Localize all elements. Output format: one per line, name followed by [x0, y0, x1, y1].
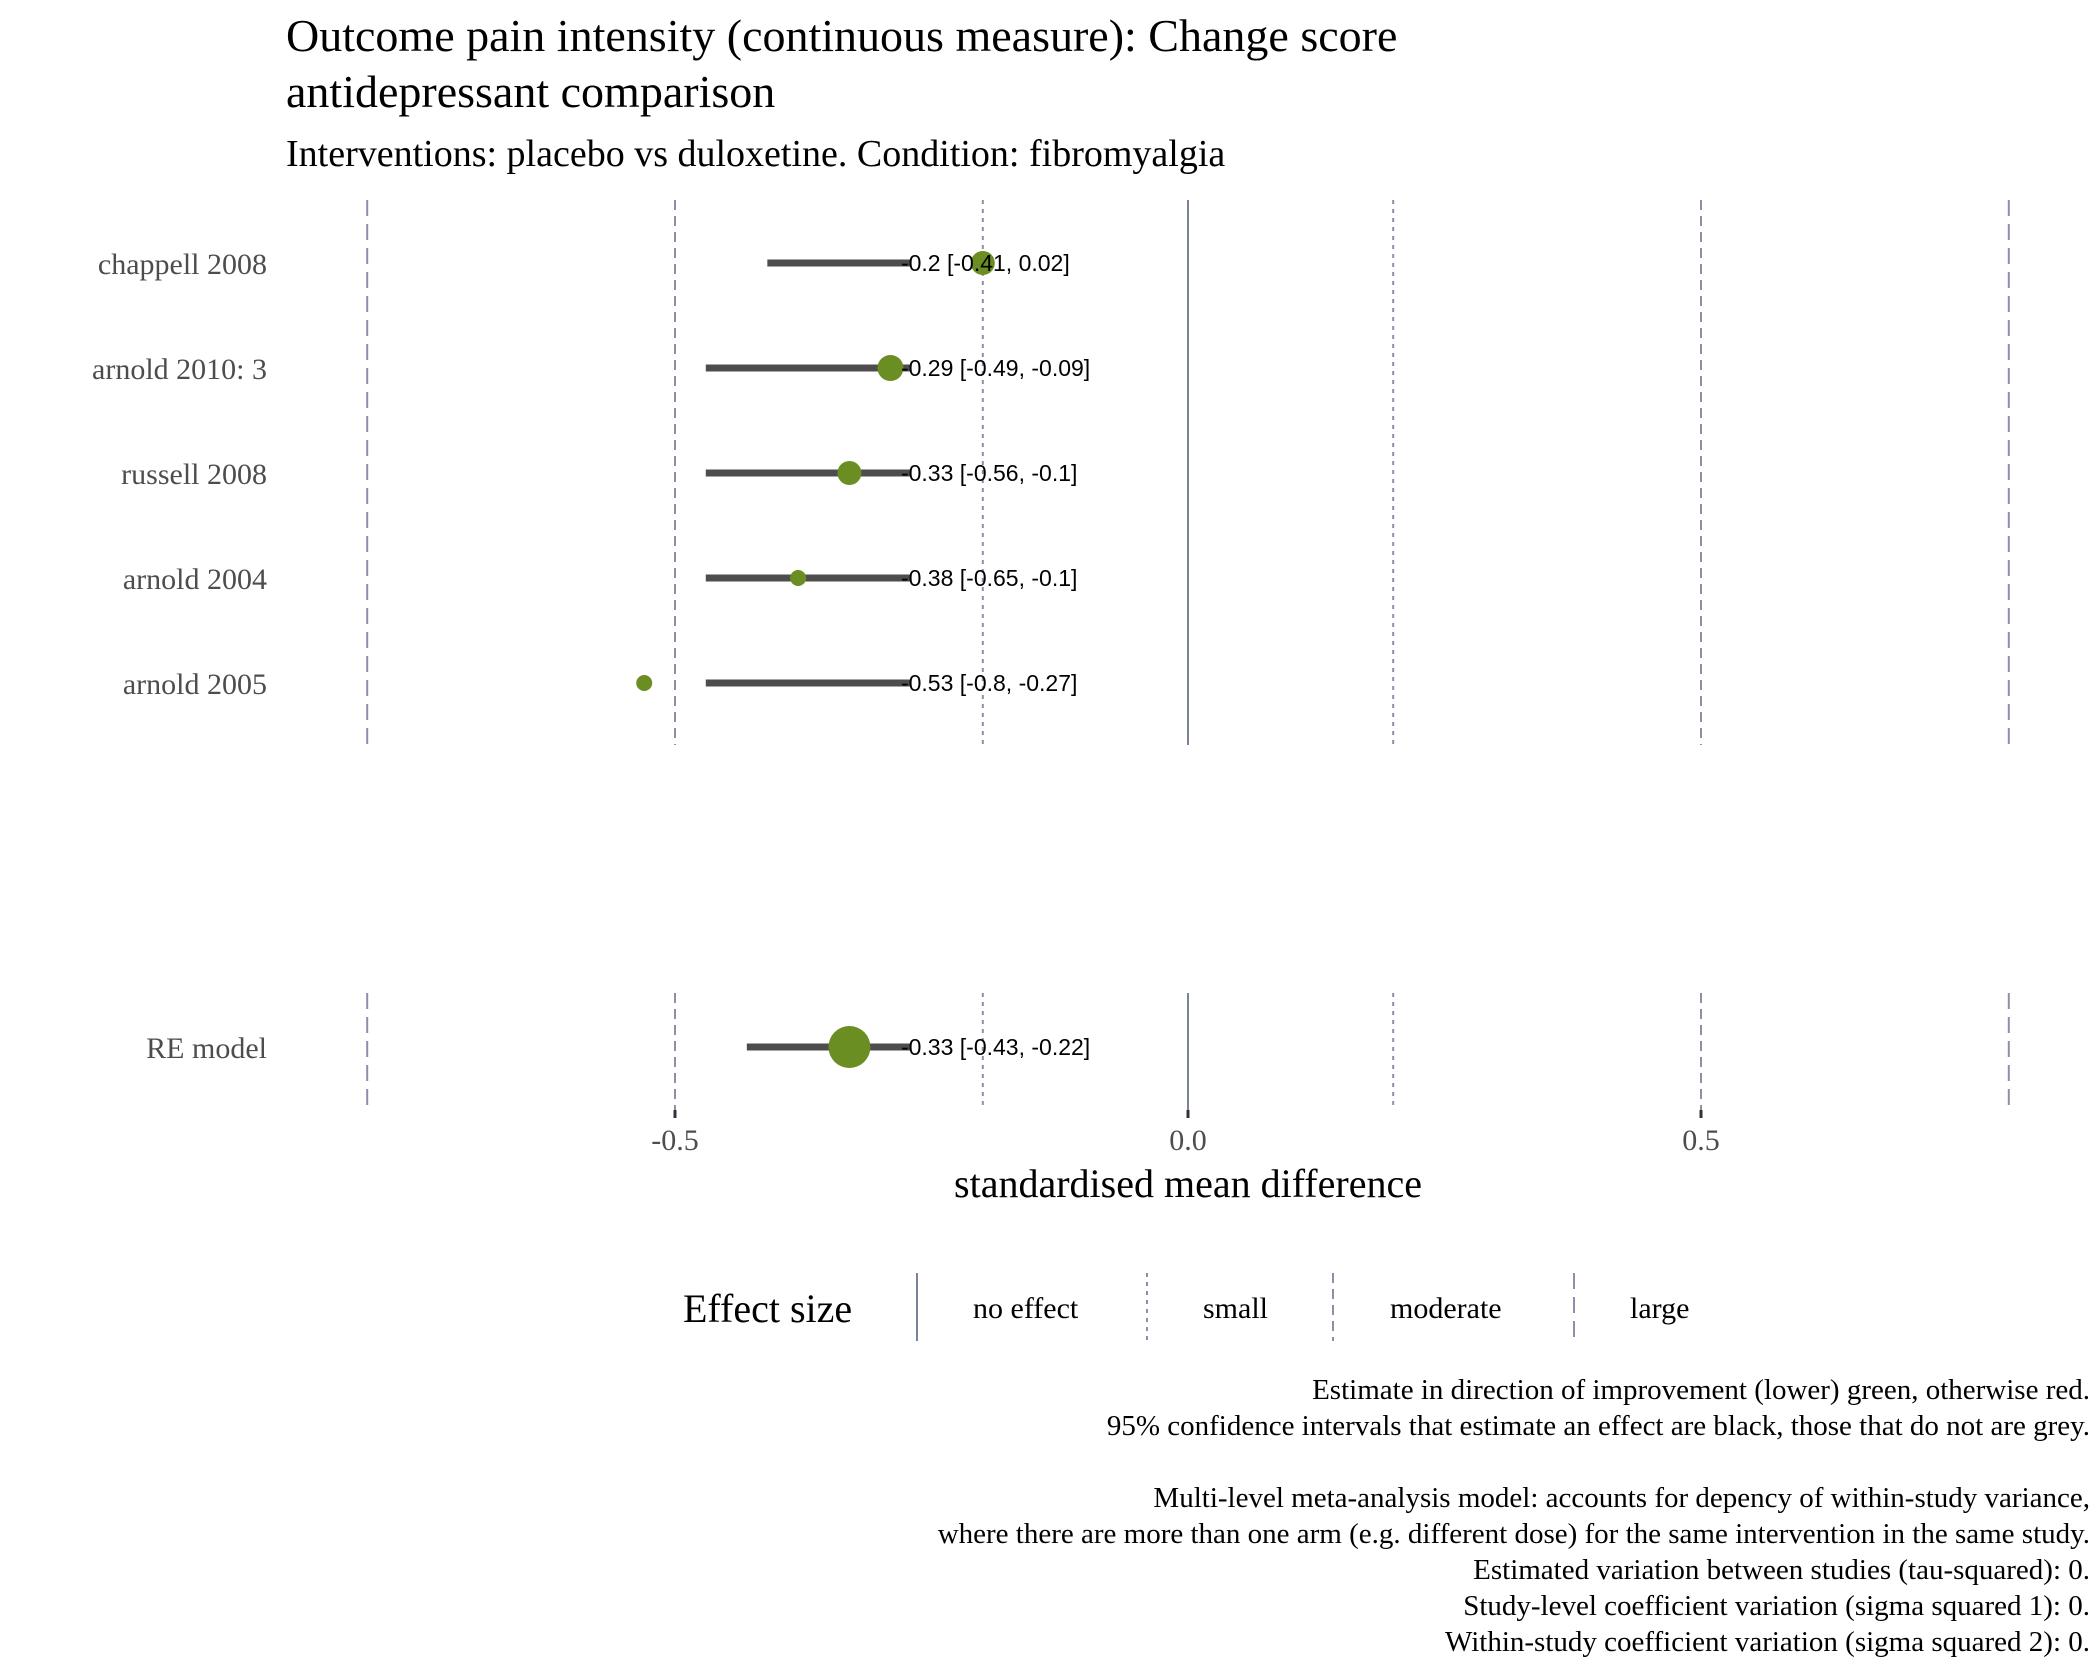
chart-title: Outcome pain intensity (continuous measu… — [286, 8, 1397, 120]
title-line-2: antidepressant comparison — [286, 66, 776, 117]
legend-item-no-effect: no effect — [973, 1292, 1079, 1325]
legend-item-moderate: moderate — [1390, 1292, 1502, 1325]
legend-title: Effect size — [683, 1286, 852, 1331]
caption-line: Study-level coefficient variation (sigma… — [1463, 1590, 2090, 1622]
caption-line: Multi-level meta-analysis model: account… — [1153, 1482, 2090, 1514]
estimate-point — [837, 461, 862, 485]
estimate-point — [636, 675, 653, 691]
legend-item-small: small — [1203, 1292, 1268, 1325]
estimate-point — [970, 251, 995, 275]
caption-line: where there are more than one arm (e.g. … — [937, 1518, 2090, 1550]
reference-lines-summary — [366, 993, 2010, 1110]
caption-line — [690, 1444, 2090, 1480]
study-label: arnold 2010: 3 — [92, 353, 267, 386]
ci-label: -0.33 [-0.56, -0.1] — [901, 460, 1077, 486]
forest-plot: chappell 2008 -0.2 [-0.41, 0.02] arnold 20… — [92, 200, 2010, 1206]
chart-subtitle: Interventions: placebo vs duloxetine. Co… — [286, 133, 1226, 175]
x-axis: -0.5 0.0 0.5 — [651, 1110, 1720, 1157]
caption-line: 95% confidence intervals that estimate a… — [1106, 1410, 2090, 1442]
x-tick-label: 0.0 — [1169, 1124, 1207, 1157]
title-line-1: Outcome pain intensity (continuous measu… — [286, 10, 1398, 61]
caption-line: Within-study coefficient variation (sigm… — [1445, 1626, 2090, 1658]
ci-label: -0.38 [-0.65, -0.1] — [901, 565, 1077, 591]
x-tick-label: -0.5 — [651, 1124, 699, 1157]
study-label: arnold 2004 — [123, 563, 267, 596]
caption: Estimate in direction of improvement (lo… — [690, 1372, 2090, 1660]
study-label: arnold 2005 — [123, 668, 267, 701]
estimate-point — [790, 570, 807, 586]
estimate-point — [828, 1026, 871, 1068]
study-label: russell 2008 — [121, 458, 267, 491]
caption-line: Estimated variation between studies (tau… — [1473, 1554, 2090, 1586]
x-axis-label: standardised mean difference — [954, 1161, 1422, 1206]
summary-row: RE model -0.33 [-0.43, -0.22] — [146, 1026, 1090, 1068]
ci-label: -0.33 [-0.43, -0.22] — [901, 1034, 1090, 1060]
study-label: chappell 2008 — [98, 248, 267, 281]
caption-line: Estimate in direction of improvement (lo… — [1312, 1374, 2090, 1406]
legend-item-large: large — [1630, 1292, 1689, 1325]
ci-label: -0.29 [-0.49, -0.09] — [901, 355, 1090, 381]
reference-lines-studies — [366, 200, 2010, 745]
legend: Effect size no effect small moderate lar… — [683, 1273, 1689, 1341]
study-rows: chappell 2008 -0.2 [-0.41, 0.02] arnold 20… — [92, 248, 1090, 701]
study-label: RE model — [146, 1032, 267, 1065]
estimate-point — [877, 355, 904, 381]
ci-label: -0.2 [-0.41, 0.02] — [901, 250, 1070, 276]
x-tick-label: 0.5 — [1682, 1124, 1720, 1157]
ci-label: -0.53 [-0.8, -0.27] — [901, 670, 1077, 696]
